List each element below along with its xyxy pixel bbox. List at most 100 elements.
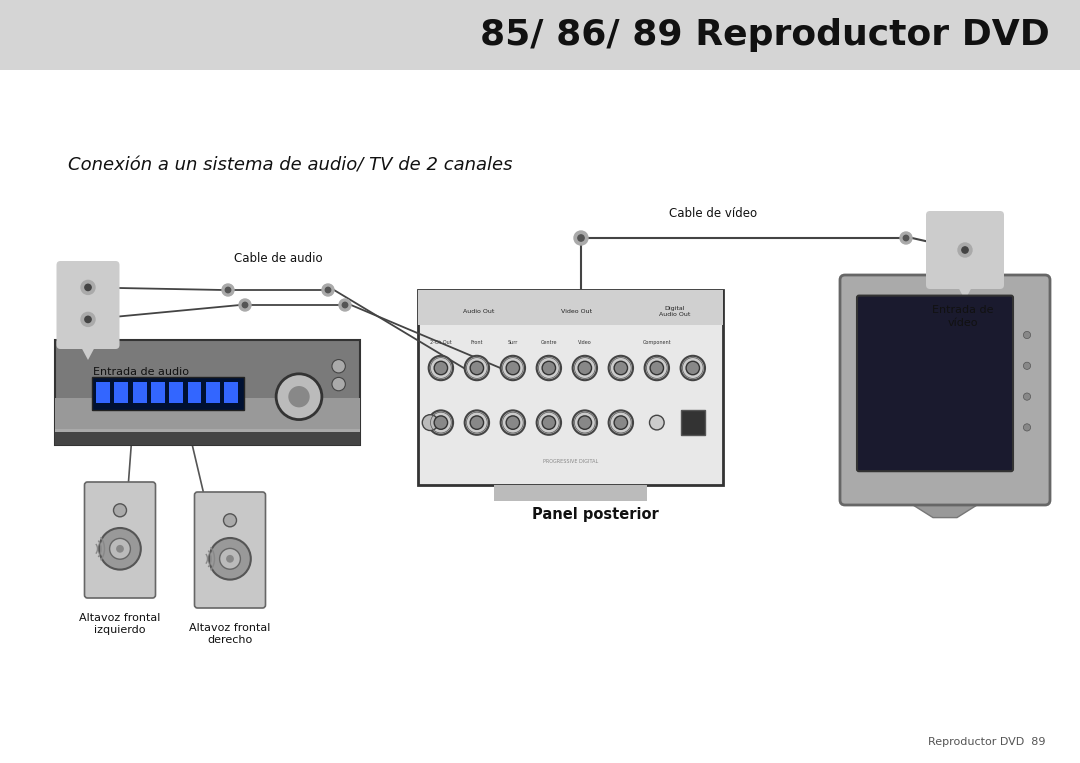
Text: Conexión a un sistema de audio/ TV de 2 canales: Conexión a un sistema de audio/ TV de 2 … (68, 156, 513, 174)
Circle shape (615, 416, 627, 430)
Text: Altavoz frontal
derecho: Altavoz frontal derecho (189, 623, 271, 645)
FancyBboxPatch shape (858, 295, 1013, 472)
Circle shape (507, 416, 519, 430)
Text: Video: Video (578, 340, 592, 345)
Text: 85/ 86/ 89 Reproductor DVD: 85/ 86/ 89 Reproductor DVD (481, 18, 1050, 52)
Text: Audio Out: Audio Out (463, 309, 495, 314)
Circle shape (609, 356, 633, 380)
Circle shape (226, 555, 234, 562)
Circle shape (900, 232, 912, 244)
Circle shape (649, 415, 664, 430)
Bar (170, 382, 184, 403)
Circle shape (219, 549, 241, 569)
Circle shape (680, 356, 705, 380)
Circle shape (542, 416, 555, 430)
Circle shape (242, 302, 247, 307)
Text: Entrada de
vídeo: Entrada de vídeo (932, 305, 994, 328)
Bar (225, 382, 238, 403)
Bar (114, 382, 129, 403)
Text: Centre: Centre (541, 340, 557, 345)
Circle shape (325, 288, 330, 293)
Text: PROGRESSIVE DIGITAL: PROGRESSIVE DIGITAL (543, 459, 598, 464)
Circle shape (1024, 331, 1030, 339)
Circle shape (1024, 362, 1030, 369)
Circle shape (81, 280, 95, 295)
FancyBboxPatch shape (840, 275, 1050, 505)
Circle shape (210, 538, 251, 580)
Bar (151, 382, 165, 403)
Circle shape (609, 410, 633, 435)
Circle shape (686, 362, 700, 375)
Circle shape (537, 410, 561, 435)
Circle shape (224, 513, 237, 526)
Circle shape (1024, 423, 1030, 431)
Text: Panel posterior: Panel posterior (531, 507, 659, 523)
FancyBboxPatch shape (56, 261, 120, 349)
Bar (418, 290, 723, 325)
Circle shape (226, 288, 231, 293)
Circle shape (464, 356, 489, 380)
FancyBboxPatch shape (926, 211, 1004, 289)
Circle shape (85, 316, 91, 323)
Circle shape (222, 284, 234, 296)
Circle shape (537, 356, 561, 380)
Circle shape (429, 356, 454, 380)
Text: Component: Component (643, 340, 671, 345)
Circle shape (332, 378, 346, 391)
Circle shape (239, 299, 251, 311)
Bar (92, 377, 244, 410)
Circle shape (276, 374, 322, 420)
Bar (96, 382, 110, 403)
Circle shape (109, 539, 131, 559)
Polygon shape (905, 500, 985, 517)
Circle shape (615, 362, 627, 375)
Circle shape (573, 231, 588, 245)
Text: Reproductor DVD  89: Reproductor DVD 89 (928, 737, 1045, 747)
Circle shape (470, 362, 484, 375)
Circle shape (434, 416, 447, 430)
Circle shape (288, 386, 310, 407)
Circle shape (434, 362, 447, 375)
Circle shape (501, 410, 525, 435)
Text: 2-Ch Out: 2-Ch Out (430, 340, 451, 345)
Circle shape (650, 362, 663, 375)
Circle shape (542, 362, 555, 375)
Bar (55, 398, 360, 445)
Circle shape (645, 356, 669, 380)
Circle shape (470, 416, 484, 430)
Text: Surr: Surr (508, 340, 518, 345)
Circle shape (578, 235, 584, 241)
FancyBboxPatch shape (194, 492, 266, 608)
Text: Altavoz frontal
izquierdo: Altavoz frontal izquierdo (79, 613, 161, 635)
Polygon shape (957, 285, 973, 300)
Bar (55, 433, 360, 445)
FancyBboxPatch shape (84, 482, 156, 598)
Circle shape (501, 356, 525, 380)
Circle shape (342, 302, 348, 307)
Circle shape (578, 416, 592, 430)
Circle shape (81, 312, 95, 327)
Circle shape (578, 362, 592, 375)
Circle shape (117, 545, 124, 552)
Circle shape (958, 243, 972, 257)
Polygon shape (80, 345, 96, 360)
Circle shape (339, 299, 351, 311)
Circle shape (572, 410, 597, 435)
Bar (495, 485, 647, 501)
Circle shape (85, 285, 91, 291)
Bar (55, 340, 360, 445)
Bar (55, 430, 360, 445)
Text: Front: Front (471, 340, 483, 345)
Bar (133, 382, 147, 403)
Bar (55, 437, 360, 445)
Text: Video Out: Video Out (561, 309, 592, 314)
Text: Cable de vídeo: Cable de vídeo (669, 207, 757, 220)
Text: Digital
Audio Out: Digital Audio Out (659, 306, 690, 317)
Bar (680, 410, 705, 435)
Circle shape (422, 414, 438, 430)
Circle shape (572, 356, 597, 380)
Bar (418, 290, 723, 485)
Circle shape (429, 410, 454, 435)
Circle shape (113, 504, 126, 517)
Circle shape (962, 247, 968, 253)
